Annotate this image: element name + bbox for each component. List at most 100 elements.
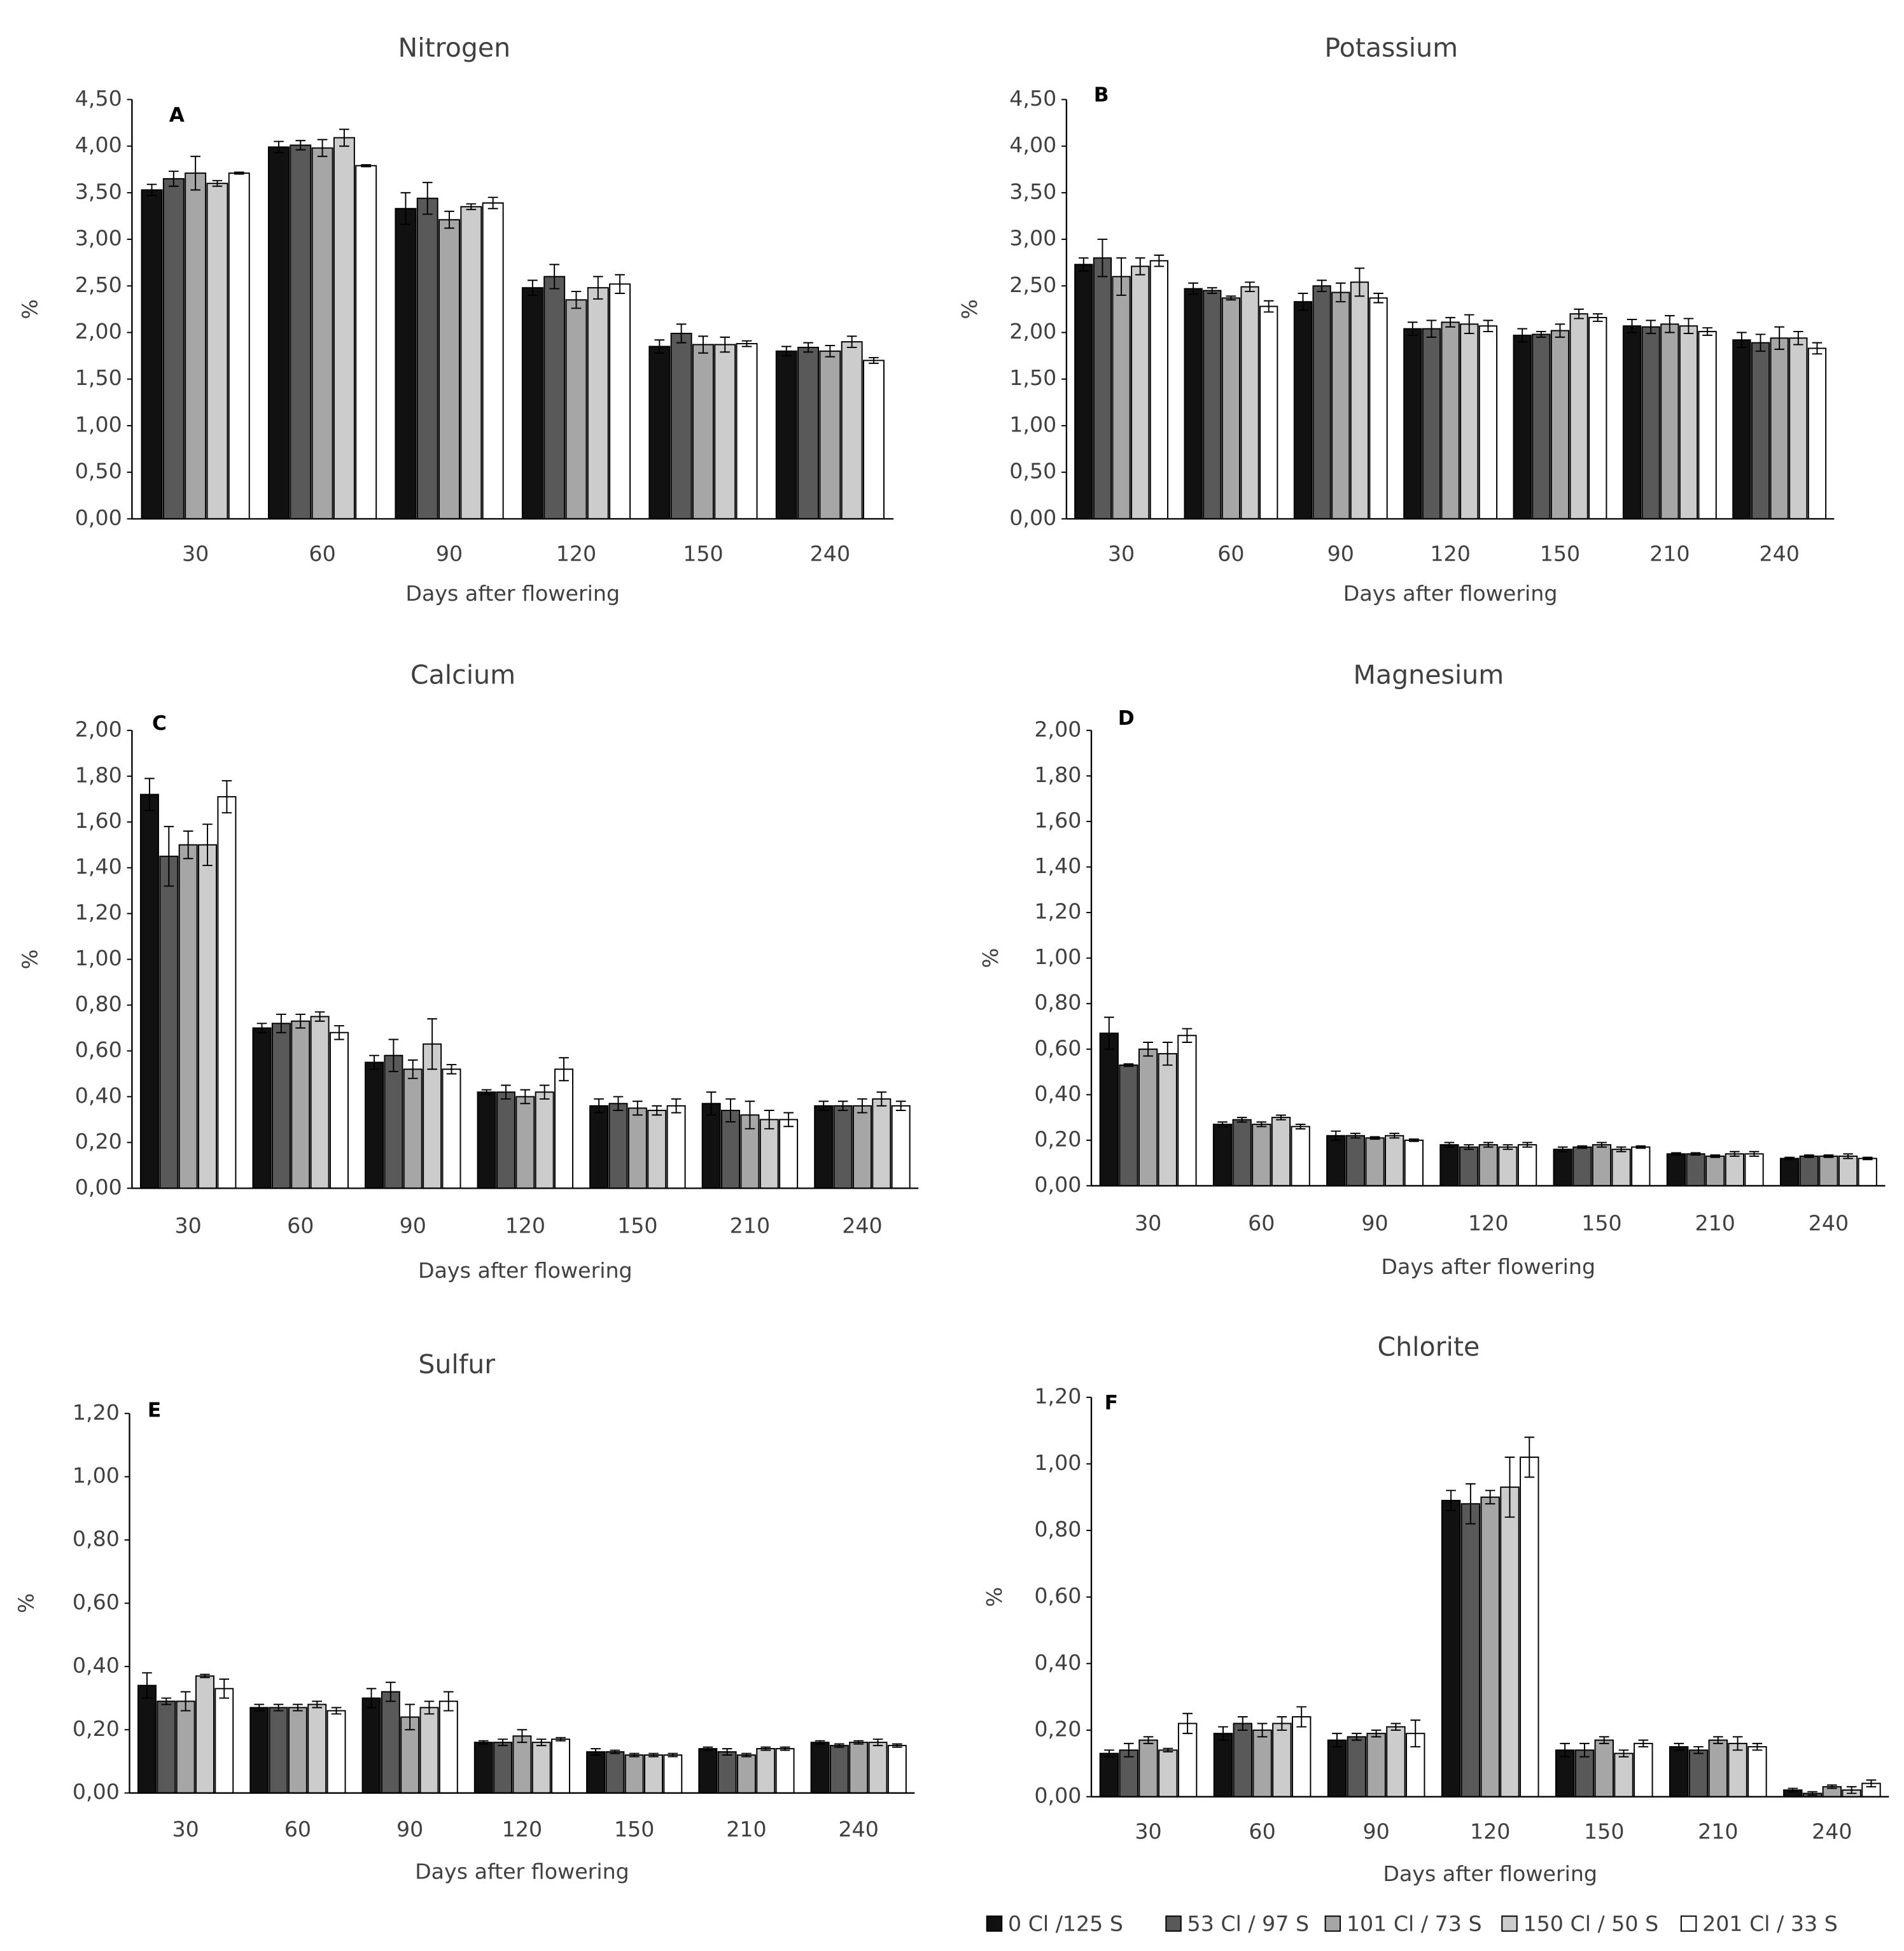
error-bar (853, 1740, 864, 1745)
error-bar (1256, 1121, 1267, 1128)
x-tick-label: 90 (436, 542, 463, 566)
bar (515, 1096, 535, 1189)
bar (887, 1745, 907, 1794)
error-bar (334, 1024, 344, 1040)
error-bar (1332, 1733, 1342, 1748)
error-bar (1408, 321, 1418, 336)
panel-label: F (1105, 1392, 1118, 1415)
y-tick-label: 2,50 (75, 272, 122, 297)
error-bar (781, 346, 792, 357)
error-bar (703, 1746, 713, 1751)
bar (460, 206, 482, 520)
bar (829, 1745, 849, 1794)
bar (1460, 1503, 1481, 1798)
bar (1331, 291, 1350, 520)
bar (819, 350, 841, 520)
error-bar (295, 139, 306, 151)
error-bar (295, 1013, 306, 1029)
bar (1588, 317, 1607, 520)
bar (1291, 1716, 1312, 1798)
error-bar (1784, 1156, 1795, 1161)
bar (624, 1754, 644, 1794)
bar (249, 1707, 269, 1794)
x-tick-label: 90 (1362, 1819, 1389, 1844)
error-bar (1218, 1726, 1228, 1741)
bar (627, 1107, 647, 1189)
x-tick-label: 210 (730, 1213, 770, 1238)
bar (1221, 297, 1241, 520)
bar (1553, 1149, 1572, 1187)
bar (1233, 1723, 1252, 1798)
bar (1819, 1155, 1838, 1187)
error-bar (825, 345, 836, 358)
bar (1705, 1155, 1725, 1187)
bar (176, 1700, 195, 1794)
x-tick-label: 30 (1135, 1211, 1161, 1236)
panel-label: C (152, 712, 167, 735)
error-bar (1627, 319, 1637, 333)
error-bar (1616, 1146, 1627, 1152)
error-bar (1182, 1712, 1193, 1735)
error-bar (629, 1752, 640, 1758)
error-bar (1352, 1733, 1362, 1741)
bar (852, 1105, 872, 1189)
bar (721, 1110, 741, 1189)
bar (1326, 1135, 1346, 1187)
bar (868, 1742, 888, 1794)
y-tick-label: 0,50 (1009, 459, 1056, 484)
panel-label: E (148, 1399, 161, 1422)
bar (438, 1700, 458, 1794)
bar (589, 1105, 609, 1189)
bar (608, 1103, 628, 1189)
error-bar (312, 1700, 323, 1709)
bar (1744, 1153, 1764, 1187)
error-bar (549, 263, 559, 290)
error-bar (161, 1697, 172, 1705)
error-bar (339, 129, 349, 147)
bar (214, 1688, 234, 1794)
y-tick-label: 0,60 (1034, 1035, 1081, 1060)
x-tick-label: 60 (1217, 542, 1244, 566)
bar (841, 341, 863, 520)
bar (512, 1735, 532, 1794)
bar (1404, 1139, 1424, 1187)
error-bar (1298, 293, 1308, 311)
x-axis-label: Days after flowering (1343, 581, 1558, 606)
bar (1478, 325, 1498, 520)
error-bar (1862, 1156, 1873, 1161)
bar (1631, 1146, 1651, 1187)
error-bar (520, 1089, 531, 1105)
bar (1660, 323, 1679, 520)
bar (1498, 1146, 1518, 1187)
error-bar (219, 1678, 230, 1699)
error-bar (1592, 313, 1603, 322)
bar (1679, 325, 1698, 520)
y-tick-label: 1,20 (1034, 899, 1081, 924)
bar (1138, 1739, 1158, 1798)
bar (1459, 1146, 1479, 1187)
y-tick-label: 0,00 (1034, 1783, 1081, 1808)
bar (473, 1742, 493, 1794)
legend: 0 Cl /125 S 53 Cl / 97 S 101 Cl / 73 S 150 … (986, 1911, 1838, 1936)
bar (1158, 1749, 1178, 1798)
error-bar (671, 1098, 682, 1114)
bar (1119, 1064, 1138, 1187)
y-tick-label: 3,50 (75, 179, 122, 204)
bar (586, 1751, 606, 1794)
bar (1698, 331, 1717, 520)
x-tick-label: 240 (838, 1817, 878, 1842)
bar (698, 1748, 718, 1794)
error-bar (1560, 1742, 1570, 1758)
bar (554, 1068, 574, 1189)
bar (814, 1105, 834, 1189)
x-tick-label: 150 (1584, 1819, 1624, 1844)
x-tick-label: 30 (172, 1817, 199, 1842)
error-bar (895, 1100, 906, 1112)
bar (1611, 1149, 1631, 1187)
y-axis-label: % (18, 299, 43, 319)
error-bar (613, 1096, 624, 1112)
error-bar (1618, 1749, 1629, 1758)
bar (1158, 1052, 1177, 1187)
error-bar (1331, 1130, 1341, 1141)
error-bar (446, 1064, 457, 1075)
